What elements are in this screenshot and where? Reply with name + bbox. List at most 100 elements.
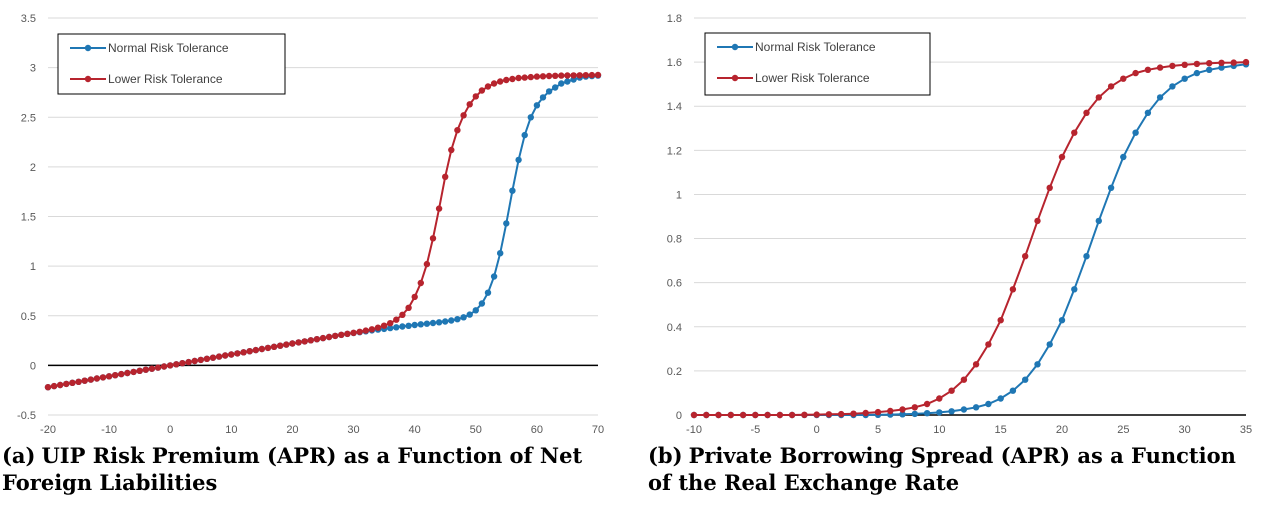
chart-a-data-point <box>484 83 492 90</box>
chart-a-data-point <box>423 320 431 327</box>
chart-a-data-point <box>393 324 400 331</box>
chart-a-data-point <box>558 72 565 79</box>
chart-b-data-point <box>874 408 882 416</box>
chart-a-data-point <box>429 235 437 242</box>
chart-a-data-point <box>515 156 522 164</box>
chart-b-data-point <box>1218 59 1225 66</box>
chart-a-data-point <box>552 84 559 91</box>
chart-b-x-tick-label: 5 <box>875 424 881 436</box>
chart-b-y-tick-label: 0 <box>676 410 682 422</box>
chart-a-data-point <box>411 321 418 329</box>
chart-a-data-point <box>154 364 162 371</box>
chart-a-data-point <box>466 101 473 108</box>
chart-b-data-point <box>1034 217 1041 225</box>
chart-a-legend <box>57 33 286 95</box>
chart-a-data-point <box>490 80 498 87</box>
chart-a-x-tick-label: 10 <box>225 424 237 436</box>
chart-a-data-point <box>570 72 577 79</box>
chart-a-data-point <box>112 372 119 379</box>
chart-a-data-point <box>521 74 528 81</box>
chart-b-data-point <box>752 411 759 419</box>
chart-b-data-point <box>899 411 906 418</box>
chart-a-data-point <box>203 355 211 362</box>
chart-b-data-point <box>1242 58 1250 66</box>
chart-a-data-point <box>527 73 534 81</box>
chart-b-data-point <box>1181 75 1188 82</box>
chart-b-data-point <box>985 400 992 408</box>
chart-a-y-tick-label: 0 <box>30 360 36 372</box>
chart-a-x-tick-label: -10 <box>101 424 117 436</box>
chart-b-data-point <box>1095 217 1102 225</box>
chart-a-data-point <box>582 72 589 79</box>
chart-b-data-point <box>911 410 918 418</box>
chart-a-data-point <box>270 343 278 350</box>
chart-b-data-point <box>1193 69 1201 77</box>
chart-a-data-point <box>466 311 473 318</box>
chart-b-data-point <box>972 404 980 411</box>
chart-a: -0.5 0 0.5 1 1.5 2 2.5 3 3.5 -20 -10 0 10 20 30 40 50 60 7… <box>17 13 604 436</box>
chart-b-data-point <box>899 406 906 413</box>
chart-a-data-point <box>350 329 357 336</box>
chart-b-data-point <box>936 395 943 402</box>
chart-a-data-point <box>295 339 302 346</box>
chart-b-y-tick-label: 1.2 <box>667 145 682 157</box>
chart-a-data-point <box>313 336 321 343</box>
chart-a-data-point <box>558 80 565 87</box>
chart-a-data-point <box>564 78 571 85</box>
chart-b-data-point <box>948 387 955 394</box>
chart-b-x-tick-label: 0 <box>814 424 820 436</box>
chart-a-data-point <box>527 114 534 121</box>
chart-a-data-point <box>497 250 504 257</box>
chart-a-data-point <box>75 378 82 385</box>
chart-b-data-point <box>1181 61 1188 68</box>
chart-a-data-point <box>435 205 443 212</box>
chart-a-data-point <box>289 340 296 347</box>
chart-b-data-point <box>1132 129 1139 136</box>
chart-b-data-point <box>923 410 931 417</box>
chart-b-data-point <box>1022 376 1029 383</box>
chart-b-data-point <box>960 406 968 413</box>
chart-a-data-point <box>460 112 467 119</box>
chart-a-data-point <box>105 373 113 380</box>
chart-a-data-point <box>63 380 70 388</box>
chart-a-data-point <box>173 361 180 368</box>
chart-b-data-point <box>1132 69 1139 77</box>
chart-a-data-point <box>545 88 553 95</box>
chart-b-x-tick-label: 15 <box>995 424 1007 436</box>
chart-b-y-tick-label: 1.8 <box>667 13 682 25</box>
chart-a-data-point <box>417 321 424 328</box>
chart-b-data-point <box>960 376 968 383</box>
chart-a-data-point <box>258 345 266 353</box>
chart-b-data-point <box>1206 66 1213 74</box>
chart-b-data-point <box>911 404 918 411</box>
caption-b-text: Private Borrowing Spread (APR) as a Func… <box>648 443 1236 495</box>
chart-a-y-tick-label: -0.5 <box>17 410 36 422</box>
chart-a-data-point <box>588 71 596 79</box>
chart-a-data-point <box>387 320 394 327</box>
chart-b-legend-marker <box>731 43 739 51</box>
chart-b-data-point <box>1144 66 1152 74</box>
chart-a-data-point <box>472 93 479 100</box>
chart-b-x-tick-label: -5 <box>750 424 760 436</box>
chart-b-data-point <box>1230 59 1237 66</box>
chart-a-data-point <box>484 289 492 296</box>
chart-a-data-point <box>44 384 52 391</box>
chart-a-y-tick-label: 2.5 <box>21 112 36 124</box>
chart-a-x-tick-label: 30 <box>347 424 359 436</box>
chart-a-data-point <box>362 327 369 334</box>
chart-a-data-point <box>240 349 247 356</box>
chart-b-data-point <box>1095 94 1102 101</box>
chart-a-data-point <box>215 353 223 360</box>
chart-a-data-point <box>576 72 583 79</box>
chart-a-data-point <box>429 319 437 327</box>
chart-a-data-point <box>478 87 486 94</box>
chart-a-legend-label: Lower Risk Tolerance <box>108 72 223 86</box>
chart-a-data-point <box>160 363 168 370</box>
chart-a-data-point <box>503 220 510 227</box>
chart-a-data-point <box>50 382 58 390</box>
chart-a-data-point <box>118 370 125 378</box>
chart-a-data-point <box>405 304 412 311</box>
chart-a-legend-marker <box>84 44 92 52</box>
chart-b-data-point <box>1156 64 1164 71</box>
chart-a-data-point <box>509 187 516 194</box>
